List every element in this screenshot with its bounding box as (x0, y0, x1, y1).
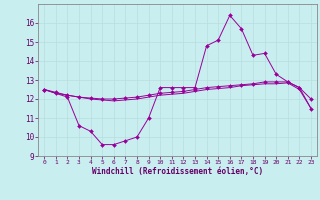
X-axis label: Windchill (Refroidissement éolien,°C): Windchill (Refroidissement éolien,°C) (92, 167, 263, 176)
